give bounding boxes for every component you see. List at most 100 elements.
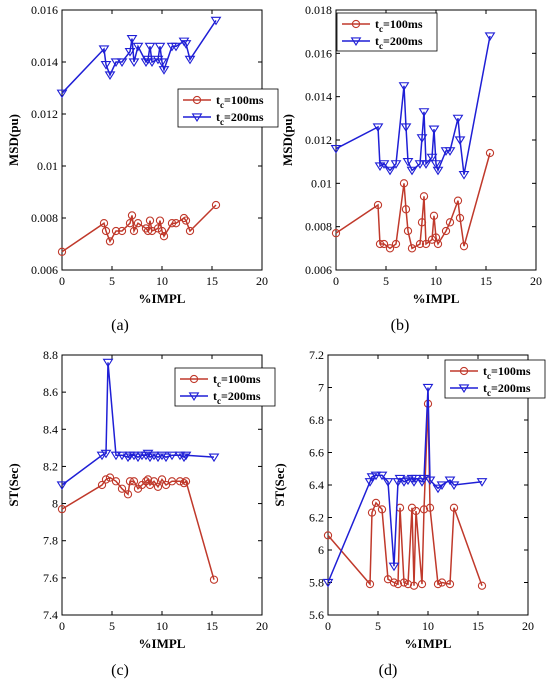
data-point bbox=[166, 451, 178, 461]
y-tick-label: 0.012 bbox=[31, 107, 58, 121]
data-point bbox=[433, 239, 443, 249]
data-point bbox=[399, 179, 409, 188]
y-tick-label: 0.014 bbox=[31, 55, 58, 69]
data-point bbox=[208, 453, 220, 463]
data-point bbox=[105, 473, 115, 482]
data-point bbox=[393, 579, 403, 589]
legend-marker bbox=[459, 366, 469, 376]
data-point bbox=[424, 476, 436, 486]
data-point bbox=[181, 477, 191, 486]
legend-marker bbox=[192, 95, 202, 105]
data-point bbox=[371, 498, 381, 508]
y-tick-label: 0.008 bbox=[31, 211, 58, 225]
legend-label: tc=200ms bbox=[375, 34, 423, 51]
data-point bbox=[330, 145, 342, 154]
data-point bbox=[476, 478, 488, 487]
data-point bbox=[175, 477, 185, 486]
legend-box bbox=[336, 12, 438, 52]
legend-label: tc=100ms bbox=[213, 372, 261, 389]
data-point bbox=[125, 477, 135, 486]
series-2 bbox=[330, 32, 496, 180]
x-tick-label: 0 bbox=[325, 619, 331, 633]
data-point bbox=[144, 453, 156, 463]
x-tick-label: 10 bbox=[156, 274, 168, 288]
data-point bbox=[425, 503, 435, 512]
y-tick-label: 5.6 bbox=[309, 608, 324, 622]
y-tick-label: 8.2 bbox=[43, 459, 58, 473]
data-point bbox=[179, 213, 189, 223]
data-point bbox=[407, 244, 417, 253]
data-point bbox=[157, 226, 167, 236]
data-point bbox=[170, 42, 182, 52]
data-point bbox=[389, 578, 399, 587]
data-point bbox=[101, 226, 111, 236]
data-point bbox=[171, 219, 181, 228]
chart-panel-2: 0 5 10 15 20 0.006 0.008 0.01 0.012 0.014 0.016 0.0… bbox=[280, 3, 542, 334]
data-point bbox=[406, 166, 418, 176]
x-axis-label: %IMPL bbox=[139, 636, 186, 651]
data-point bbox=[436, 481, 448, 490]
data-point bbox=[322, 578, 334, 588]
data-point bbox=[484, 32, 496, 41]
data-point bbox=[117, 226, 127, 236]
data-point bbox=[125, 219, 135, 228]
data-point bbox=[144, 42, 156, 52]
data-point bbox=[429, 211, 439, 220]
x-tick-label: 15 bbox=[480, 274, 492, 288]
data-point bbox=[382, 478, 394, 487]
data-point bbox=[454, 136, 466, 145]
x-tick-label: 20 bbox=[256, 274, 268, 288]
data-point bbox=[129, 226, 139, 236]
series-2 bbox=[56, 16, 222, 99]
data-point bbox=[116, 58, 128, 67]
panel-label: (d) bbox=[379, 662, 398, 679]
data-point bbox=[98, 45, 110, 54]
data-point bbox=[105, 237, 115, 246]
data-point bbox=[400, 123, 412, 132]
data-point bbox=[421, 239, 431, 249]
y-tick-label: 0.01 bbox=[311, 176, 332, 190]
data-point bbox=[180, 40, 192, 49]
panel-label: (b) bbox=[391, 317, 410, 334]
data-point bbox=[132, 453, 144, 463]
y-axis-label: ST(Sec) bbox=[6, 463, 21, 506]
x-tick-label: 5 bbox=[375, 619, 381, 633]
data-point bbox=[161, 480, 171, 490]
legend-box bbox=[177, 88, 279, 128]
series-1 bbox=[57, 200, 221, 256]
y-tick-label: 7 bbox=[318, 381, 324, 395]
data-point bbox=[56, 481, 68, 490]
data-point bbox=[100, 449, 112, 459]
data-point bbox=[143, 226, 153, 236]
y-tick-label: 8 bbox=[52, 497, 58, 511]
data-point bbox=[140, 451, 152, 461]
data-point bbox=[376, 471, 388, 481]
data-point bbox=[133, 219, 143, 228]
data-point bbox=[388, 562, 400, 572]
data-point bbox=[437, 578, 447, 587]
data-point bbox=[142, 55, 154, 65]
y-tick-label: 8.4 bbox=[43, 422, 58, 436]
series-line bbox=[335, 35, 491, 175]
data-point bbox=[181, 216, 191, 225]
y-tick-label: 5.8 bbox=[309, 576, 324, 590]
x-axis-label: %IMPL bbox=[413, 291, 460, 306]
data-point bbox=[159, 232, 169, 241]
data-point bbox=[398, 82, 410, 91]
data-point bbox=[157, 475, 167, 484]
data-point bbox=[445, 218, 455, 227]
x-axis-label: %IMPL bbox=[139, 291, 186, 306]
data-point bbox=[57, 504, 67, 514]
data-point bbox=[390, 160, 402, 169]
x-tick-label: 0 bbox=[59, 274, 65, 288]
data-point bbox=[403, 226, 413, 236]
y-tick-label: 8.8 bbox=[43, 348, 58, 362]
data-point bbox=[458, 171, 470, 180]
data-point bbox=[453, 196, 463, 205]
data-point bbox=[174, 451, 186, 461]
data-point bbox=[422, 383, 434, 393]
data-point bbox=[432, 484, 444, 494]
data-point bbox=[323, 531, 333, 540]
legend-marker bbox=[350, 37, 362, 46]
